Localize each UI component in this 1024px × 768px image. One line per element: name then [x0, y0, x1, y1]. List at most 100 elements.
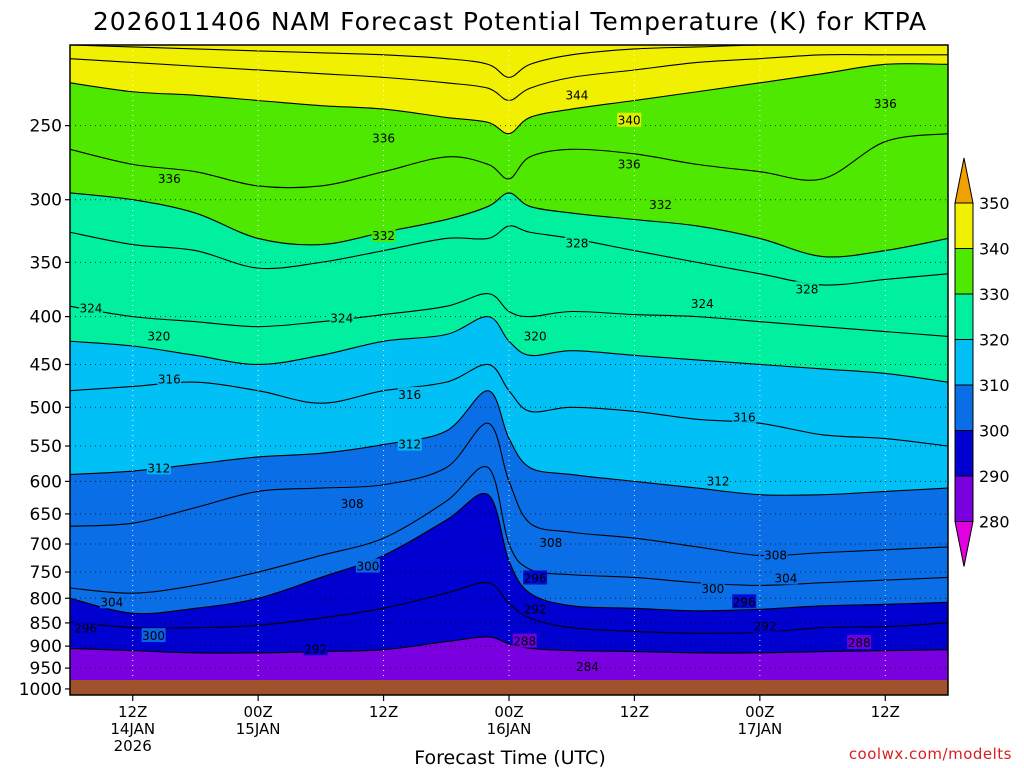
colorbar-label: 340 [979, 240, 1010, 259]
contour-label: 284 [576, 660, 599, 674]
y-tick-label: 850 [30, 614, 62, 634]
colorbar-extend-top [954, 157, 974, 204]
contour-label-bg [397, 386, 422, 401]
x-tick-label: 16JAN [487, 720, 532, 738]
x-tick-label: 15JAN [236, 720, 281, 738]
x-tick-label: 00Z [745, 703, 774, 721]
x-tick-label: 12Z [871, 703, 900, 721]
contour-label: 300 [142, 629, 165, 643]
x-tick-label: 17JAN [737, 720, 782, 738]
y-tick-label: 750 [30, 563, 62, 583]
contour-label-bg [564, 235, 589, 250]
ground-surface [70, 680, 948, 695]
y-tick-label: 550 [30, 437, 62, 457]
contour-label: 320 [147, 329, 170, 343]
contour-label: 336 [158, 172, 181, 186]
colorbar-label: 290 [979, 467, 1010, 486]
contour-label: 316 [158, 373, 181, 387]
contour-label: 292 [754, 620, 777, 634]
colorbar: 350 340 330 320 310 300 290 280 [954, 157, 1010, 567]
contour-label-bg [371, 227, 396, 242]
x-tick-label: 00Z [243, 703, 272, 721]
contour-label-bg [523, 570, 548, 585]
contour-label: 296 [74, 622, 97, 636]
contour-label-bg [157, 371, 182, 386]
colorbar-label: 350 [979, 194, 1010, 213]
colorbar-label: 330 [979, 285, 1010, 304]
contour-label: 288 [848, 636, 871, 650]
contour-line [70, 316, 948, 383]
contour-label: 308 [539, 536, 562, 550]
colorbar-extend-bottom [954, 521, 974, 567]
contour-label-bg [847, 634, 872, 649]
contour-label-bg [700, 581, 725, 596]
x-tick-label: 12Z [620, 703, 649, 721]
contour-label: 320 [524, 329, 547, 343]
contour-line [70, 390, 948, 496]
contour-line [70, 133, 948, 189]
contour-label-bg [329, 310, 354, 325]
colorbar-label: 320 [979, 331, 1010, 350]
colorbar-segment [954, 475, 974, 522]
contour-line [70, 492, 948, 615]
contour-label-bg [141, 628, 166, 643]
y-tick-label: 950 [30, 659, 62, 679]
y-tick-label: 400 [30, 308, 62, 328]
contour-label: 304 [100, 595, 123, 609]
contour-label: 336 [874, 97, 897, 111]
contour-label: 336 [618, 157, 641, 171]
plot-area: 344 340 336 336 336 336 332 332 328 328 324 324 324 3… [70, 45, 948, 695]
colorbar-segment [954, 248, 974, 295]
contour-label: 340 [618, 114, 641, 128]
contour-label: 308 [341, 497, 364, 511]
y-tick-label: 900 [30, 637, 62, 657]
contour-label: 296 [524, 572, 547, 586]
contour-label-bg [617, 112, 642, 127]
contour-line [70, 45, 948, 78]
contour-label: 312 [398, 438, 421, 452]
contour-line [70, 465, 948, 594]
contour-line [70, 192, 948, 258]
contour-label-bg [763, 547, 788, 562]
contour-label-bg [648, 197, 673, 212]
y-tick-label: 1000 [19, 680, 62, 700]
x-tick-label: 14JAN [110, 720, 155, 738]
contour-label-bg [794, 281, 819, 296]
contour-label-bg [873, 95, 898, 110]
contour-label: 316 [733, 411, 756, 425]
contour-label: 332 [649, 198, 672, 212]
y-axis: 250 300 350 400 450 500 550 600 650 700 750 800 850 9… [19, 117, 70, 700]
contour-label-bg [355, 558, 380, 573]
contour-label: 316 [398, 388, 421, 402]
contour-label: 324 [330, 312, 353, 326]
contour-label-bg [78, 300, 103, 315]
credit-text: coolwx.com/modelts [849, 745, 1012, 763]
x-tick-label: 2026 [114, 737, 152, 755]
x-axis-label: Forecast Time (UTC) [414, 747, 605, 768]
contour-label: 332 [372, 229, 395, 243]
contour-label-bg [397, 436, 422, 451]
x-tick-label: 12Z [369, 703, 398, 721]
y-tick-label: 450 [30, 355, 62, 375]
contour-label: 324 [691, 297, 714, 311]
y-tick-label: 800 [30, 589, 62, 609]
colorbar-label: 280 [979, 513, 1010, 532]
contour-label: 328 [795, 282, 818, 296]
contour-label-bg [564, 87, 589, 102]
contour-label: 344 [565, 88, 588, 102]
colorbar-segment [954, 202, 974, 249]
contour-label-bg [371, 130, 396, 145]
contour-label-bg [753, 618, 778, 633]
contour-label-bg [146, 328, 171, 343]
contour-label: 292 [524, 602, 547, 616]
contour-label-bg [706, 473, 731, 488]
colorbar-label: 310 [979, 376, 1010, 395]
contour-line [70, 636, 948, 654]
x-tick-label: 00Z [494, 703, 523, 721]
contour-label: 292 [304, 642, 327, 656]
colorbar-segment [954, 384, 974, 431]
contour-label: 328 [565, 236, 588, 250]
contour-label: 300 [701, 582, 724, 596]
